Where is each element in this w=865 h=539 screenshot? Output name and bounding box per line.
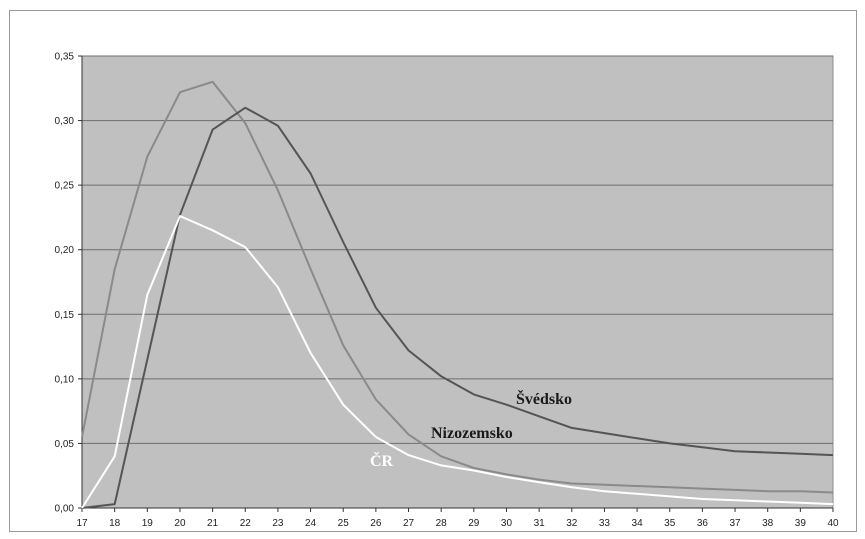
x-tick-label-7: 24 — [305, 518, 317, 529]
x-tick-label-4: 21 — [207, 518, 219, 529]
x-tick-label-3: 20 — [174, 518, 186, 529]
y-tick-label-3: 0,15 — [55, 310, 75, 321]
x-tick-label-17: 34 — [632, 518, 644, 529]
y-tick-label-1: 0,05 — [55, 439, 75, 450]
x-tick-label-8: 25 — [338, 518, 350, 529]
x-tick-label-10: 27 — [403, 518, 415, 529]
x-tick-label-23: 40 — [827, 518, 839, 529]
x-tick-label-16: 33 — [599, 518, 611, 529]
x-tick-label-21: 38 — [762, 518, 774, 529]
x-tick-label-15: 32 — [566, 518, 578, 529]
series-line-cr — [81, 215, 834, 509]
series-lines — [81, 80, 834, 509]
x-tick-label-14: 31 — [534, 518, 546, 529]
x-axis-ticks: 17 18 19 20 21 22 23 24 25 26 27 28 29 30 31 32 33 34 35 36… — [76, 508, 839, 529]
x-tick-label-5: 22 — [240, 518, 252, 529]
series-label-svedsko: Švédsko — [516, 389, 572, 408]
x-tick-label-1: 18 — [109, 518, 121, 529]
x-tick-label-0: 17 — [76, 518, 88, 529]
series-labels: Švédsko Nizozemsko ČR — [370, 389, 572, 470]
x-tick-label-13: 30 — [501, 518, 513, 529]
x-tick-label-12: 29 — [468, 518, 480, 529]
x-tick-label-6: 23 — [272, 518, 284, 529]
y-tick-label-6: 0,30 — [55, 116, 75, 127]
x-tick-label-18: 35 — [664, 518, 676, 529]
y-tick-label-0: 0,00 — [55, 504, 75, 515]
y-tick-label-5: 0,25 — [55, 181, 75, 192]
x-tick-label-2: 19 — [142, 518, 154, 529]
y-tick-label-7: 0,35 — [55, 52, 75, 63]
series-line-svedsko — [81, 106, 834, 509]
y-tick-label-2: 0,10 — [55, 374, 75, 385]
x-tick-label-19: 36 — [697, 518, 709, 529]
plot-area — [81, 55, 834, 509]
gridlines — [82, 55, 833, 444]
y-tick-label-4: 0,20 — [55, 245, 75, 256]
x-tick-label-11: 28 — [436, 518, 448, 529]
series-label-nizozemsko: Nizozemsko — [431, 425, 513, 442]
y-axis-ticks: 0,00 0,05 0,10 0,15 0,20 0,25 0,30 0,35 — [55, 52, 82, 515]
series-line-nizozemsko — [81, 80, 834, 494]
series-label-cr: ČR — [370, 451, 394, 470]
x-tick-label-22: 39 — [795, 518, 807, 529]
x-tick-label-20: 37 — [729, 518, 741, 529]
x-tick-label-9: 26 — [370, 518, 382, 529]
